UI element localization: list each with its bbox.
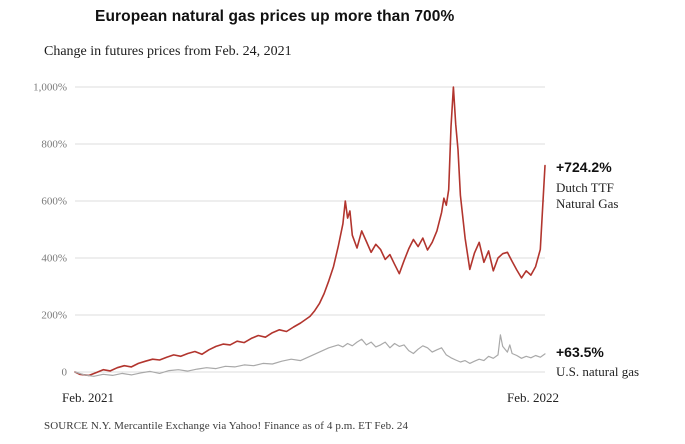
annotation-us-value: +63.5% — [556, 344, 604, 360]
y-tick-label: 1,000% — [33, 82, 67, 94]
series-line-u-s-natural-gas — [74, 334, 546, 377]
chart-title: European natural gas prices up more than… — [95, 8, 455, 25]
y-tick-label: 0 — [62, 367, 68, 379]
y-tick-label: 200% — [41, 310, 67, 322]
source-attribution: SOURCE N.Y. Mercantile Exchange via Yaho… — [44, 420, 409, 432]
line-chart: 0 200% 400% 600% 800% 1,000% — [33, 82, 546, 379]
x-axis-label-start: Feb. 2021 — [62, 390, 114, 405]
annotation-us-label: U.S. natural gas — [556, 364, 640, 379]
y-tick-label: 400% — [41, 253, 67, 265]
annotation-ttf-value: +724.2% — [556, 159, 612, 175]
chart-subtitle: Change in futures prices from Feb. 24, 2… — [44, 44, 292, 59]
annotation-ttf-label: Dutch TTF Natural Gas — [556, 180, 619, 212]
y-tick-label: 800% — [41, 139, 67, 151]
y-tick-label: 600% — [41, 196, 67, 208]
x-axis-label-end: Feb. 2022 — [507, 390, 559, 405]
series-line-dutch-ttf-natural-gas — [74, 86, 546, 377]
